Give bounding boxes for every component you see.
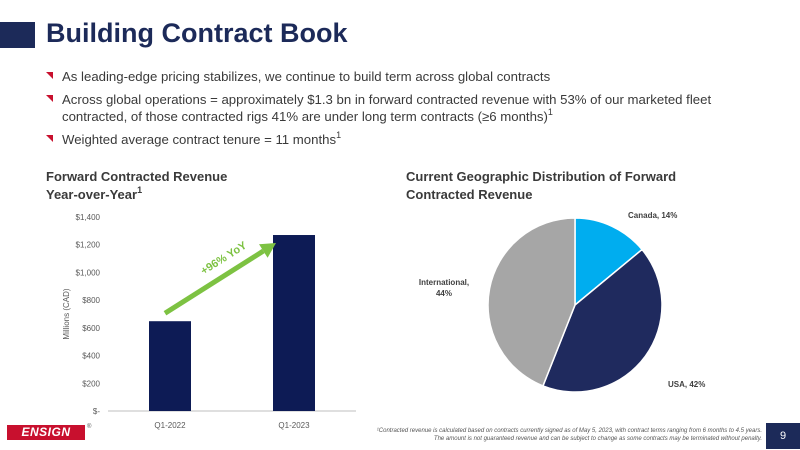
growth-arrow-shaft (163, 248, 265, 316)
footnote: ¹Contracted revenue is calculated based … (377, 427, 762, 443)
footnote-line: ¹Contracted revenue is calculated based … (376, 428, 762, 434)
bullet-footnote-marker: 1 (336, 129, 342, 140)
pie-slice (487, 217, 576, 387)
pie-slice-label: Canada, 14% (628, 211, 677, 220)
y-tick-label: $1,400 (76, 213, 101, 222)
bar-chart-title: Forward Contracted Revenue Year-over-Yea… (46, 168, 227, 204)
pie-chart-title-line2: Contracted Revenue (406, 187, 533, 202)
y-tick-label: $800 (82, 296, 100, 305)
bar-chart: $- $200 $400 $600 $800 $1,000 $1,200 $1,400 Mill… (62, 213, 356, 430)
bar (273, 235, 315, 411)
pie-chart-title-line1: Current Geographic Distribution of Forwa… (406, 169, 677, 184)
bullet-item: Weighted average contract tenure = 11 mo… (46, 129, 776, 148)
pie-chart-title: Current Geographic Distribution of Forwa… (406, 168, 676, 204)
bullet-arrow-icon (46, 72, 53, 79)
pie-slice-label: International, 44% (419, 278, 469, 298)
bullet-item: As leading-edge pricing stabilizes, we c… (46, 68, 776, 85)
x-tick-label: Q1-2022 (154, 421, 186, 430)
bullet-item: Across global operations = approximately… (46, 91, 776, 125)
slide-title: Building Contract Book (46, 18, 348, 48)
footnote-line: The amount is not guaranteed revenue and… (433, 436, 762, 442)
y-tick-label: $1,000 (76, 268, 101, 277)
bar-chart-title-line2: Year-over-Year (46, 187, 138, 202)
bullet-text: Weighted average contract tenure = 11 mo… (62, 132, 337, 147)
bar-chart-title-footnote-marker: 1 (137, 184, 143, 195)
page-number: 9 (766, 423, 800, 449)
pie-slice (541, 248, 663, 393)
x-tick-label: Q1-2023 (278, 421, 310, 430)
pie-slice-label: USA, 42% (668, 380, 705, 389)
bar (149, 321, 191, 411)
pie-slice (574, 217, 644, 307)
y-tick-label: $1,200 (76, 241, 101, 250)
y-tick-label: $400 (82, 352, 100, 361)
pie-chart: Canada, 14% USA, 42% International, 44% (419, 211, 705, 393)
ensign-logo: ENSIGN (7, 425, 85, 440)
growth-annotation: +96% YoY (199, 239, 250, 277)
bar-chart-title-line1: Forward Contracted Revenue (46, 169, 228, 184)
bullet-text: As leading-edge pricing stabilizes, we c… (62, 69, 551, 84)
y-tick-label: $600 (82, 324, 100, 333)
bullet-arrow-icon (46, 135, 53, 142)
bullet-footnote-marker: 1 (547, 106, 553, 117)
y-tick-label: $200 (82, 379, 100, 388)
registered-mark: ® (87, 424, 92, 430)
y-tick-label: $- (93, 407, 100, 416)
bullet-text: Across global operations = approximately… (62, 92, 712, 124)
y-axis-label: Millions (CAD) (62, 288, 71, 339)
growth-arrow-head (259, 243, 276, 258)
bullet-arrow-icon (46, 95, 53, 102)
title-accent-bar (0, 22, 35, 48)
bullet-list: As leading-edge pricing stabilizes, we c… (46, 68, 776, 154)
